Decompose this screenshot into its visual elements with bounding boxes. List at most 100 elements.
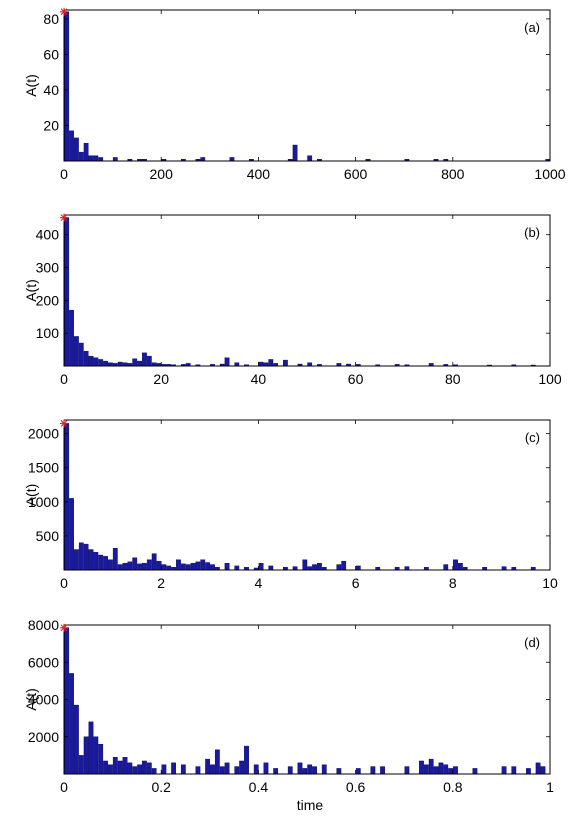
bar (74, 704, 79, 775)
bar (210, 764, 215, 775)
bar (419, 760, 424, 775)
bar (341, 560, 347, 571)
bar (540, 766, 546, 775)
bar (112, 757, 118, 775)
axes-frame (63, 624, 551, 775)
x-tick-label: 4 (255, 575, 263, 591)
bar (108, 764, 113, 775)
bar (93, 357, 99, 367)
bar (355, 768, 361, 775)
bar (214, 749, 220, 775)
x-tick-label: 100 (538, 371, 562, 387)
bar (83, 143, 89, 162)
bar (307, 155, 313, 162)
bar (98, 359, 104, 367)
bar (268, 565, 274, 571)
bar (195, 561, 201, 571)
bar (511, 766, 517, 775)
bar (103, 360, 108, 367)
axes-frame (63, 419, 551, 571)
bar (234, 565, 240, 571)
bar (200, 559, 206, 571)
bar (287, 766, 293, 775)
bar (78, 755, 84, 775)
bar (200, 157, 206, 162)
bar (93, 155, 99, 162)
bar (98, 554, 104, 571)
bar (151, 768, 157, 775)
bar (428, 758, 434, 775)
bar (190, 562, 196, 571)
bar (404, 566, 410, 571)
bar (161, 564, 167, 571)
x-tick-label: 1 (546, 779, 554, 795)
axes-frame (63, 9, 551, 162)
bar (93, 552, 99, 571)
bar (205, 562, 211, 571)
bar (142, 352, 147, 367)
bar (244, 745, 249, 775)
bar (453, 559, 458, 571)
bar (472, 768, 478, 775)
y-tick-label: 8000 (28, 617, 59, 633)
bar (258, 562, 264, 571)
bar (355, 565, 361, 571)
bar (69, 309, 74, 367)
bar (453, 766, 458, 775)
y-axis-label: A(t) (23, 74, 39, 97)
bar (117, 564, 123, 571)
bar (263, 762, 269, 775)
panel-b: (b) A(t) 0 20 40 60 80 100 100 200 300 400 (23, 213, 562, 387)
y-tick-label: 300 (36, 260, 60, 276)
bar (501, 766, 507, 775)
bar (132, 358, 138, 367)
bar (88, 155, 94, 162)
bar (117, 361, 123, 367)
bar (137, 360, 142, 367)
bar (156, 560, 162, 571)
bar (239, 760, 245, 775)
bar (146, 355, 152, 367)
bar (423, 764, 429, 775)
bar (142, 760, 147, 775)
bar (234, 766, 240, 775)
bar (137, 563, 142, 571)
bar (297, 762, 303, 775)
panel-label: (c) (525, 430, 540, 445)
x-tick-label: 0.8 (443, 779, 463, 795)
bar (161, 764, 167, 775)
x-tick-label: 80 (445, 371, 461, 387)
bar (171, 762, 176, 775)
bar (336, 564, 342, 571)
bar (176, 559, 181, 571)
y-tick-label: 6000 (28, 654, 59, 670)
y-tick-label: 200 (36, 292, 60, 308)
bar (74, 336, 79, 367)
star-marker (60, 623, 68, 632)
bar (127, 762, 133, 775)
bar (64, 627, 70, 775)
bar (224, 562, 230, 571)
bar (98, 744, 104, 775)
bar (83, 351, 89, 367)
bar (380, 766, 385, 775)
bar (93, 736, 99, 775)
bar (180, 764, 186, 775)
star-stroke (60, 420, 68, 427)
bar (64, 423, 70, 571)
x-tick-label: 1000 (534, 166, 565, 182)
bar (253, 764, 259, 775)
bar (336, 768, 342, 775)
bar (180, 563, 186, 571)
star-marker (60, 213, 68, 222)
x-tick-label: 0 (60, 575, 68, 591)
x-tick-label: 200 (150, 166, 174, 182)
bar (258, 361, 264, 367)
bar (78, 542, 84, 571)
panel-a: (a) A(t) 0 200 400 600 800 1000 20 40 60 80 (23, 7, 566, 182)
y-tick-label: 80 (43, 11, 59, 27)
bar (112, 157, 118, 162)
star-marker (60, 7, 68, 16)
x-tick-label: 6 (352, 575, 360, 591)
bar (122, 562, 128, 571)
